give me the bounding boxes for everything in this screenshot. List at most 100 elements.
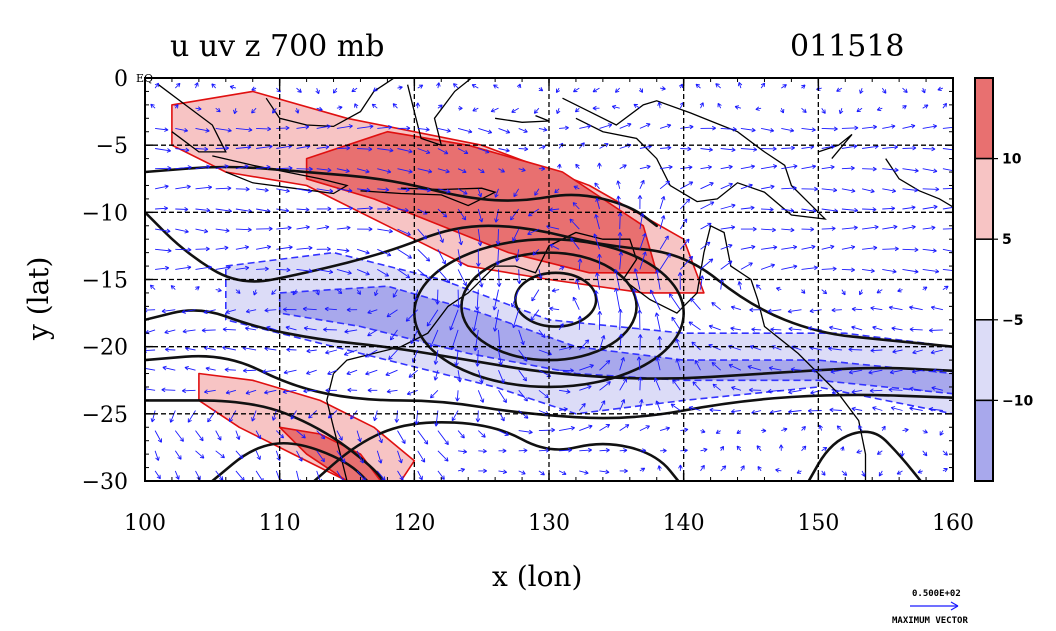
- wind-vector: [851, 306, 863, 312]
- wind-vector: [761, 184, 775, 190]
- wind-vector: [691, 341, 701, 351]
- wind-vector: [942, 206, 953, 210]
- wind-vector: [449, 309, 459, 331]
- coastline-segment: [818, 133, 853, 160]
- wind-vector: [377, 124, 393, 130]
- wind-vector: [357, 205, 373, 211]
- wind-vector: [700, 182, 714, 190]
- wind-vector: [477, 269, 484, 288]
- wind-vector: [829, 407, 842, 413]
- wind-vector: [308, 410, 318, 419]
- wind-vector: [195, 207, 211, 213]
- wind-vector: [709, 407, 721, 413]
- wind-vector: [518, 470, 526, 475]
- wind-vector: [841, 165, 855, 171]
- wind-vector: [417, 248, 431, 262]
- wind-vector: [437, 148, 449, 155]
- wind-vector: [175, 127, 188, 133]
- wind-vector: [235, 265, 250, 271]
- wind-vector: [417, 168, 433, 174]
- wind-vector: [215, 185, 232, 191]
- wind-vector: [720, 182, 733, 190]
- wind-vector: [638, 87, 644, 93]
- wind-vector: [671, 316, 681, 331]
- wind-vector: [256, 164, 271, 170]
- wind-vector: [344, 329, 358, 334]
- wind-vector: [437, 249, 446, 265]
- wind-vector: [534, 188, 540, 196]
- wind-vector: [670, 403, 681, 411]
- height-contour-low-center: [514, 271, 598, 328]
- wind-vector: [781, 145, 796, 151]
- wind-vector: [856, 107, 863, 113]
- colorbar-frame: [974, 77, 994, 482]
- wind-vector: [386, 309, 398, 318]
- wind-vector: [457, 370, 462, 383]
- wind-vector: [385, 369, 398, 377]
- wind-vector: [862, 166, 877, 172]
- wind-vector: [417, 470, 423, 481]
- wind-vector: [639, 232, 647, 250]
- wind-vector: [253, 289, 258, 296]
- wind-vector: [611, 104, 620, 110]
- reference-vector-value: 0.500E+02: [912, 589, 961, 599]
- wind-vector: [527, 228, 540, 236]
- wind-vector: [437, 430, 449, 446]
- wind-vector: [807, 408, 822, 414]
- wind-vector: [175, 228, 189, 234]
- wind-vector: [788, 409, 802, 414]
- wind-vector: [530, 309, 540, 321]
- wind-vector: [720, 147, 736, 153]
- wind-vector: [437, 228, 444, 243]
- colorbar-swatch: [974, 399, 994, 482]
- wind-vector: [195, 450, 205, 459]
- coastline-segment: [326, 373, 348, 481]
- wind-vector: [902, 145, 917, 151]
- wind-vector: [736, 445, 742, 452]
- wind-vector: [872, 325, 883, 331]
- wind-vector: [862, 245, 878, 251]
- height-contour: [145, 354, 953, 420]
- wind-vector: [492, 289, 499, 311]
- wind-vector: [930, 305, 943, 311]
- colorbar-label: 10: [1002, 152, 1022, 168]
- wind-vector: [215, 287, 222, 293]
- wind-vector: [788, 326, 802, 332]
- wind-vector: [155, 148, 171, 153]
- wind-vector: [184, 365, 196, 371]
- wind-vector: [478, 148, 490, 154]
- wind-vector: [235, 127, 253, 133]
- wind-vector: [532, 248, 540, 256]
- wind-vector: [264, 308, 277, 313]
- wind-vector: [174, 450, 182, 460]
- wind-vector: [474, 289, 480, 311]
- wind-vector: [821, 164, 835, 170]
- wind-vector: [680, 146, 692, 152]
- wind-vector: [659, 123, 672, 129]
- wind-vector: [801, 186, 819, 192]
- wind-vector: [296, 166, 313, 172]
- wind-vector: [271, 410, 277, 421]
- wind-vector: [276, 165, 293, 171]
- wind-vector: [215, 470, 224, 481]
- wind-vector: [377, 168, 392, 174]
- wind-vector: [492, 309, 499, 332]
- wind-vector: [377, 147, 394, 153]
- wind-vector: [711, 361, 722, 371]
- wind-vector: [740, 183, 753, 190]
- wind-vector: [551, 288, 560, 293]
- wind-vector: [235, 144, 252, 150]
- wind-vector: [155, 184, 169, 190]
- wind-vector: [150, 410, 156, 423]
- wind-vector: [659, 180, 671, 190]
- wind-vector: [472, 107, 479, 112]
- wind-vector: [513, 188, 520, 198]
- wind-vector: [451, 410, 459, 422]
- wind-vector: [175, 247, 192, 253]
- wind-vector: [922, 168, 938, 174]
- wind-vector: [155, 165, 172, 171]
- wind-vector: [518, 329, 525, 346]
- wind-vector: [225, 309, 237, 314]
- wind-vector: [256, 266, 269, 272]
- wind-vector: [821, 266, 837, 272]
